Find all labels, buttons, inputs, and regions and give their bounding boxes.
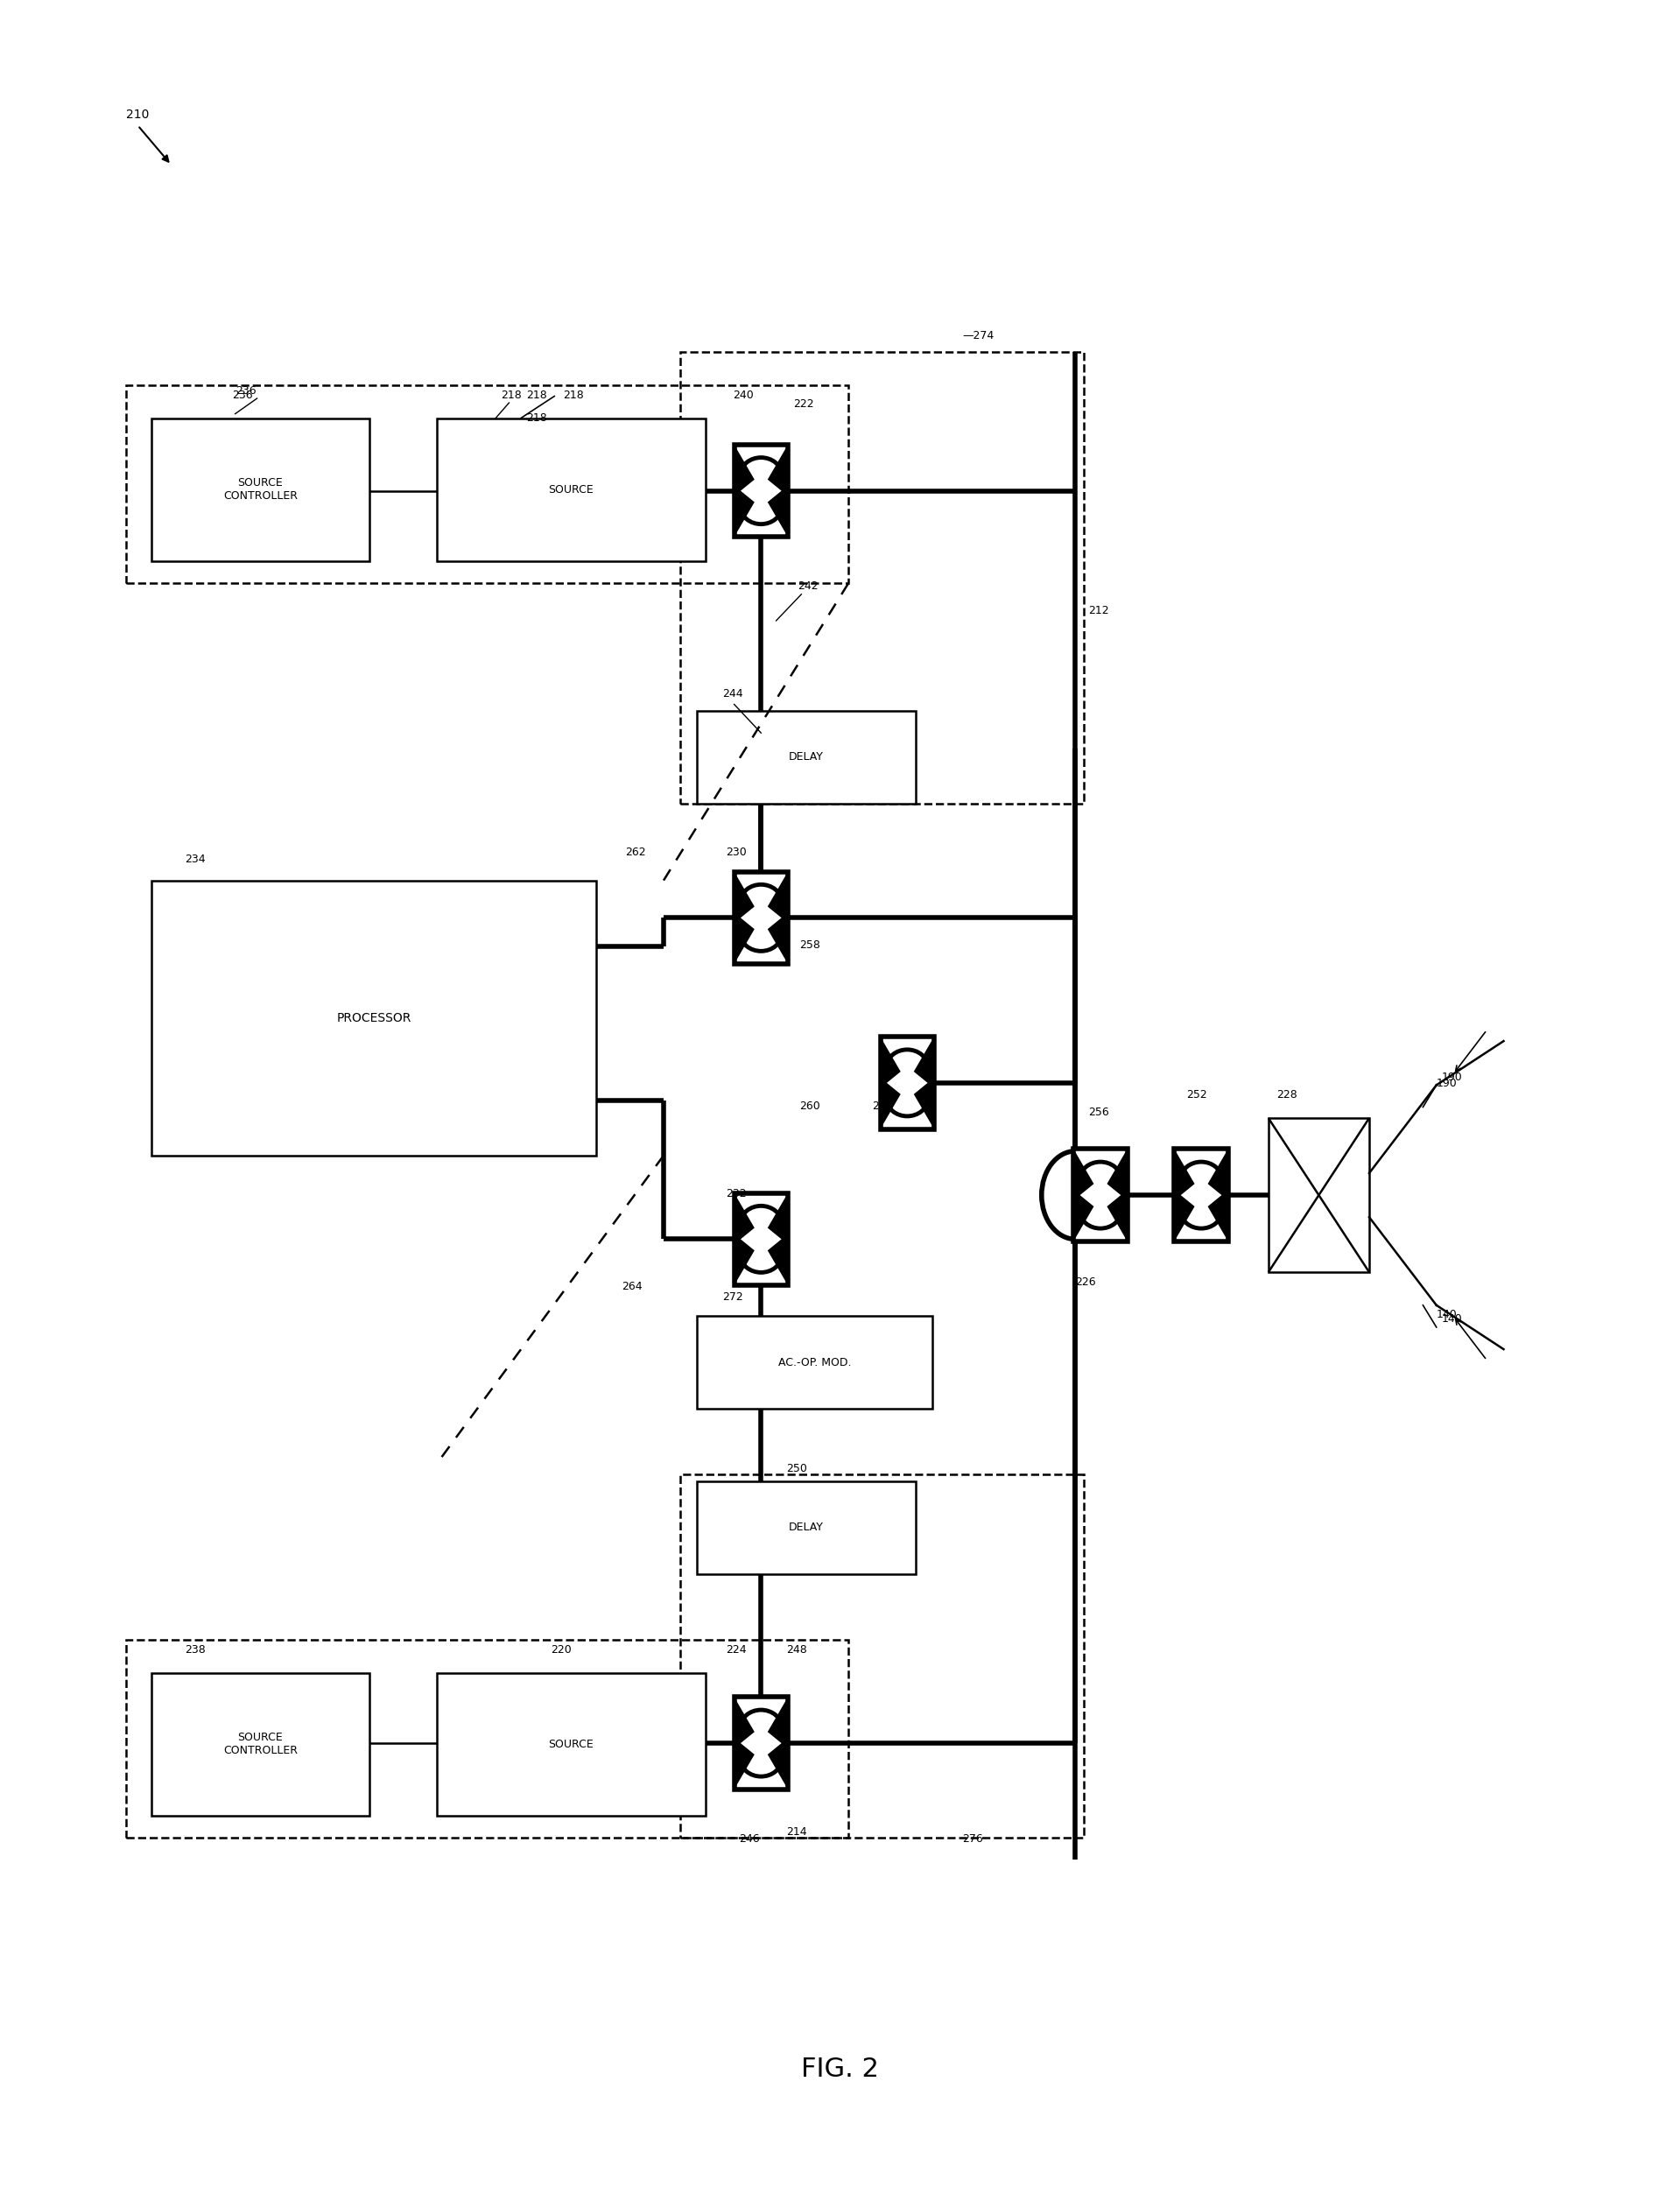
Text: 240: 240: [732, 390, 753, 401]
Text: 244: 244: [722, 689, 743, 700]
Polygon shape: [887, 1065, 927, 1100]
Text: 238: 238: [185, 1644, 205, 1655]
Polygon shape: [761, 445, 788, 537]
Text: 212: 212: [1089, 605, 1109, 616]
Text: 236: 236: [235, 385, 255, 396]
Text: 256: 256: [1089, 1107, 1109, 1118]
Polygon shape: [734, 1697, 761, 1789]
Text: 218: 218: [501, 390, 521, 401]
Text: SOURCE
CONTROLLER: SOURCE CONTROLLER: [223, 478, 297, 502]
Text: 140: 140: [1441, 1314, 1462, 1325]
FancyBboxPatch shape: [734, 445, 788, 537]
FancyBboxPatch shape: [697, 1316, 932, 1409]
Text: 236: 236: [232, 390, 252, 401]
Polygon shape: [741, 1726, 781, 1761]
Polygon shape: [761, 1193, 788, 1285]
Text: DELAY: DELAY: [790, 751, 823, 764]
Polygon shape: [1181, 1178, 1221, 1213]
FancyBboxPatch shape: [151, 418, 370, 561]
Text: —274: —274: [963, 330, 995, 341]
Text: SOURCE: SOURCE: [549, 1739, 593, 1750]
Text: 228: 228: [1277, 1089, 1297, 1100]
FancyBboxPatch shape: [697, 711, 916, 803]
Text: 214: 214: [786, 1827, 806, 1838]
Polygon shape: [734, 1193, 761, 1285]
Polygon shape: [741, 900, 781, 935]
Text: 248: 248: [786, 1644, 806, 1655]
Text: 242: 242: [798, 581, 818, 592]
FancyBboxPatch shape: [734, 872, 788, 964]
Text: 252: 252: [1186, 1089, 1206, 1100]
Text: 210: 210: [126, 108, 150, 121]
Text: 260: 260: [800, 1100, 820, 1112]
Text: 218: 218: [526, 390, 546, 401]
FancyBboxPatch shape: [1268, 1118, 1369, 1272]
Text: AC.-OP. MOD.: AC.-OP. MOD.: [778, 1356, 852, 1369]
FancyBboxPatch shape: [1174, 1149, 1228, 1241]
Text: 254: 254: [872, 1100, 892, 1112]
FancyBboxPatch shape: [151, 880, 596, 1156]
Text: 230: 230: [726, 847, 746, 858]
Polygon shape: [741, 1222, 781, 1257]
Text: 226: 226: [1075, 1277, 1095, 1288]
Polygon shape: [761, 1697, 788, 1789]
Text: 218: 218: [563, 390, 583, 401]
FancyBboxPatch shape: [697, 1481, 916, 1574]
Text: 276: 276: [963, 1833, 983, 1844]
Polygon shape: [1100, 1149, 1127, 1241]
Polygon shape: [761, 872, 788, 964]
FancyBboxPatch shape: [437, 1673, 706, 1816]
Text: 234: 234: [185, 854, 205, 865]
Polygon shape: [1174, 1149, 1201, 1241]
Polygon shape: [1080, 1178, 1121, 1213]
Text: 140: 140: [1436, 1310, 1457, 1321]
Polygon shape: [734, 872, 761, 964]
Text: 262: 262: [625, 847, 645, 858]
Text: SOURCE
CONTROLLER: SOURCE CONTROLLER: [223, 1732, 297, 1756]
Text: 250: 250: [786, 1464, 806, 1475]
Text: 190: 190: [1436, 1078, 1457, 1089]
Polygon shape: [1201, 1149, 1228, 1241]
Text: SOURCE: SOURCE: [549, 484, 593, 495]
Text: 222: 222: [793, 398, 813, 409]
FancyBboxPatch shape: [1074, 1149, 1127, 1241]
Circle shape: [1042, 1151, 1109, 1239]
Text: 190: 190: [1441, 1072, 1462, 1083]
Polygon shape: [880, 1037, 907, 1129]
Text: 246: 246: [739, 1833, 759, 1844]
Text: FIG. 2: FIG. 2: [801, 2056, 879, 2082]
FancyBboxPatch shape: [880, 1037, 934, 1129]
Text: DELAY: DELAY: [790, 1521, 823, 1534]
Text: 218: 218: [526, 412, 546, 425]
FancyBboxPatch shape: [734, 1193, 788, 1285]
Text: 224: 224: [726, 1644, 746, 1655]
FancyBboxPatch shape: [734, 1697, 788, 1789]
Text: PROCESSOR: PROCESSOR: [336, 1012, 412, 1023]
Polygon shape: [907, 1037, 934, 1129]
Text: 264: 264: [622, 1281, 642, 1292]
Polygon shape: [741, 473, 781, 508]
FancyBboxPatch shape: [151, 1673, 370, 1816]
Text: 220: 220: [551, 1644, 571, 1655]
Text: 232: 232: [726, 1189, 746, 1200]
Text: 258: 258: [800, 940, 820, 951]
Polygon shape: [734, 445, 761, 537]
Text: 272: 272: [722, 1292, 743, 1303]
Polygon shape: [1074, 1149, 1100, 1241]
FancyBboxPatch shape: [437, 418, 706, 561]
